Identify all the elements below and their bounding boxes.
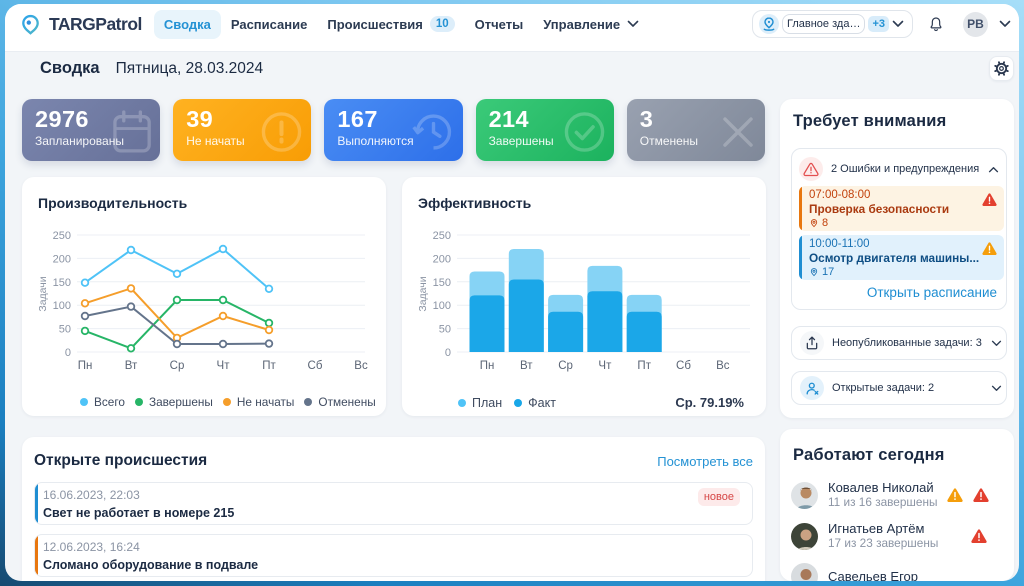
- svg-text:150: 150: [433, 277, 451, 289]
- svg-text:200: 200: [433, 253, 451, 265]
- svg-text:Вс: Вс: [716, 360, 730, 372]
- svg-text:50: 50: [439, 324, 451, 336]
- svg-text:50: 50: [59, 324, 71, 336]
- svg-text:100: 100: [53, 300, 71, 312]
- svg-text:Вт: Вт: [125, 360, 138, 372]
- svg-text:250: 250: [433, 230, 451, 242]
- svg-text:Чт: Чт: [217, 360, 231, 372]
- svg-text:250: 250: [53, 230, 71, 242]
- svg-text:Задачи: Задачи: [38, 276, 49, 311]
- svg-text:Сб: Сб: [308, 360, 323, 372]
- svg-text:Вт: Вт: [520, 360, 533, 372]
- svg-text:200: 200: [53, 253, 71, 265]
- svg-text:150: 150: [53, 277, 71, 289]
- svg-text:Чт: Чт: [598, 360, 612, 372]
- svg-text:Задачи: Задачи: [418, 276, 429, 311]
- svg-text:Вс: Вс: [354, 360, 368, 372]
- svg-text:0: 0: [445, 347, 451, 359]
- svg-text:Пн: Пн: [78, 360, 93, 372]
- svg-text:Ср: Ср: [170, 360, 185, 372]
- svg-text:Пт: Пт: [637, 360, 651, 372]
- svg-text:Пн: Пн: [480, 360, 495, 372]
- svg-text:100: 100: [433, 300, 451, 312]
- svg-text:0: 0: [65, 347, 71, 359]
- svg-text:Пт: Пт: [262, 360, 276, 372]
- svg-text:Сб: Сб: [676, 360, 691, 372]
- svg-text:Ср: Ср: [558, 360, 573, 372]
